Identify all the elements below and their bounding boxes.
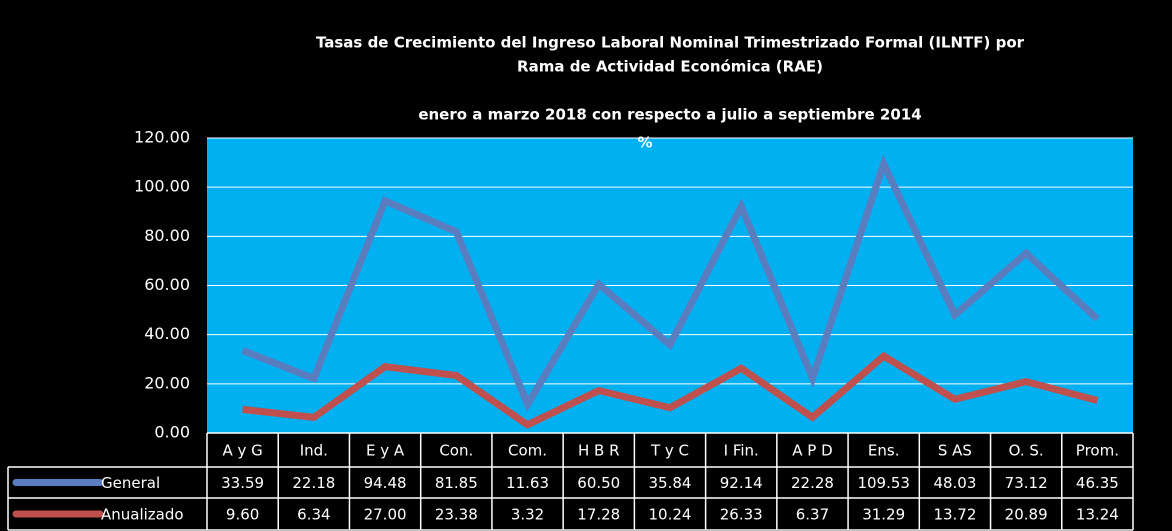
table-value: 3.32: [511, 506, 544, 524]
table-value: 46.35: [1076, 474, 1119, 492]
series-line: [242, 351, 1099, 429]
table-value: 94.48: [364, 474, 407, 492]
y-tick-label: 40.00: [144, 324, 190, 343]
x-tick-label: O. S.: [1009, 442, 1044, 460]
x-tick-label: Ind.: [300, 442, 328, 460]
x-tick-label: Con.: [439, 442, 473, 460]
table-value: 13.72: [933, 506, 976, 524]
table-value: 22.28: [791, 474, 834, 492]
chart-title: Rama de Actividad Económica (RAE): [517, 58, 823, 76]
y-tick-label: 20.00: [144, 373, 190, 392]
table-value: 10.24: [649, 506, 692, 524]
y-tick-label: 80.00: [144, 226, 190, 245]
table-value: 11.63: [506, 474, 549, 492]
table-value: 22.18: [292, 474, 335, 492]
x-tick-label: I Fin.: [724, 442, 759, 460]
table-value: 9.60: [226, 506, 259, 524]
table-value: 109.53: [857, 474, 910, 492]
table-value: 73.12: [1005, 474, 1048, 492]
x-tick-label: A y G: [222, 442, 262, 460]
x-tick-label: T y C: [650, 442, 689, 460]
table-value: 13.24: [1076, 506, 1119, 524]
table-value: 26.33: [720, 506, 763, 524]
table-value: 81.85: [435, 474, 478, 492]
x-tick-label: E y A: [366, 442, 405, 460]
table-value: 92.14: [720, 474, 763, 492]
chart-title: Tasas de Crecimiento del Ingreso Laboral…: [316, 34, 1025, 52]
series-line: [241, 154, 1100, 413]
y-tick-label: 120.00: [134, 128, 190, 147]
table-value: 23.38: [435, 506, 478, 524]
table-value: 60.50: [577, 474, 620, 492]
table-value: 20.89: [1005, 506, 1048, 524]
legend-label: General: [101, 474, 160, 492]
x-tick-label: Ens.: [868, 442, 900, 460]
x-tick-label: Com.: [508, 442, 547, 460]
x-tick-label: S AS: [938, 442, 972, 460]
legend-label: Anualizado: [101, 506, 184, 524]
x-tick-label: A P D: [792, 442, 832, 460]
y-tick-label: 0.00: [154, 423, 190, 442]
x-tick-label: H B R: [578, 442, 620, 460]
table-value: 6.34: [297, 506, 330, 524]
table-value: 48.03: [933, 474, 976, 492]
table-value: 35.84: [649, 474, 692, 492]
table-value: 6.37: [796, 506, 829, 524]
chart-title: enero a marzo 2018 con respecto a julio …: [418, 106, 921, 124]
y-tick-label: 100.00: [134, 177, 190, 196]
chart-subtitle: %: [637, 134, 652, 152]
table-value: 27.00: [364, 506, 407, 524]
table-value: 33.59: [221, 474, 264, 492]
y-tick-label: 60.00: [144, 275, 190, 294]
table-value: 17.28: [577, 506, 620, 524]
x-tick-label: Prom.: [1076, 442, 1119, 460]
table-value: 31.29: [862, 506, 905, 524]
